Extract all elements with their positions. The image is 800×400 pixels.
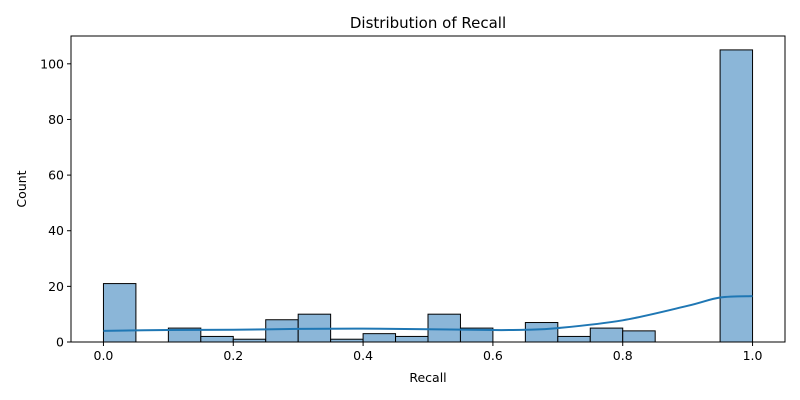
- histogram-bar: [427, 313, 461, 343]
- y-axis-label: Count: [14, 170, 29, 207]
- x-axis-ticks: 0.0 0.2 0.4 0.6 0.8 1.0: [94, 342, 763, 363]
- x-tick-label: 0.8: [613, 348, 633, 363]
- x-tick-label: 0.0: [94, 348, 114, 363]
- histogram-bar: [395, 335, 429, 343]
- y-tick-label: 80: [48, 112, 64, 127]
- histogram-bar: [622, 330, 656, 343]
- chart-title: Distribution of Recall: [350, 14, 506, 32]
- y-axis-ticks: 0 20 40 60 80 100: [40, 56, 71, 350]
- histogram-bars: [102, 49, 754, 343]
- histogram-bar: [557, 335, 591, 343]
- y-tick-label: 60: [48, 168, 64, 183]
- histogram-bar: [719, 49, 754, 343]
- y-tick-label: 0: [56, 335, 64, 350]
- x-axis-label: Recall: [409, 370, 446, 385]
- histogram-bar: [200, 335, 234, 343]
- x-tick-label: 0.4: [353, 348, 373, 363]
- y-tick-label: 40: [48, 223, 64, 238]
- histogram-bar: [589, 327, 624, 343]
- x-tick-label: 0.6: [483, 348, 503, 363]
- kde-curve-group: [103, 295, 753, 332]
- histogram-bar: [265, 319, 299, 343]
- histogram-bar: [362, 333, 397, 343]
- plot-frame: [70, 35, 786, 343]
- y-tick-label: 20: [48, 279, 64, 294]
- x-tick-label: 0.2: [223, 348, 243, 363]
- histogram-bar: [102, 283, 137, 343]
- y-tick-label: 100: [40, 56, 64, 71]
- x-tick-label: 1.0: [743, 348, 763, 363]
- kde-line: [103, 295, 753, 332]
- histogram-bar: [524, 322, 559, 343]
